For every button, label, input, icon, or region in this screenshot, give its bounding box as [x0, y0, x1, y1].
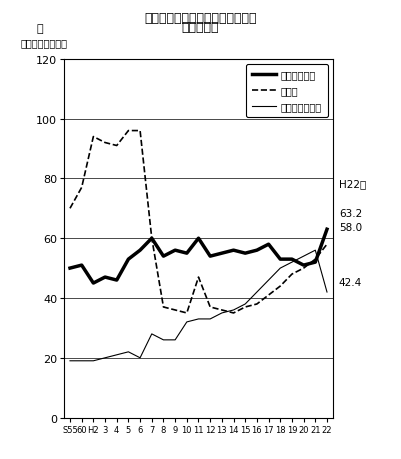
Text: 42.4: 42.4 [339, 277, 362, 287]
Text: 率: 率 [37, 24, 43, 34]
Text: 58.0: 58.0 [339, 222, 362, 232]
Text: 心疾患の種類別死亡率の年次推移: 心疾患の種類別死亡率の年次推移 [144, 11, 257, 24]
Text: 63.2: 63.2 [339, 208, 362, 218]
Legend: 虚血性心疾患, 心不全, その他の心疾患: 虚血性心疾患, 心不全, その他の心疾患 [246, 65, 328, 118]
Text: （人口１０万対）: （人口１０万対） [20, 38, 67, 48]
Text: H22年: H22年 [339, 179, 366, 189]
Text: （熊本県）: （熊本県） [182, 21, 219, 34]
